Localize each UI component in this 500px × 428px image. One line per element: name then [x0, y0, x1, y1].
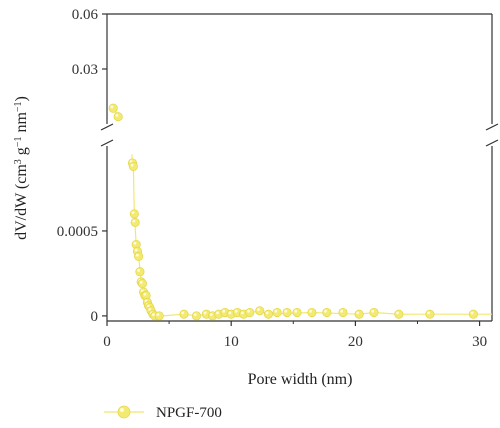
x-tick-label: 20	[348, 334, 363, 350]
data-point	[129, 209, 139, 219]
x-axis-label: Pore width (nm)	[248, 371, 353, 388]
data-point	[108, 103, 118, 113]
data-point	[263, 309, 274, 319]
legend-label: NPGF-700	[156, 405, 222, 421]
data-point	[468, 309, 478, 319]
y-axis-label: dV/dW (cm3 g−1 nm−1)	[13, 96, 31, 240]
data-point	[128, 161, 138, 171]
data-point	[135, 267, 145, 277]
data-point	[307, 307, 317, 318]
data-point	[282, 307, 292, 318]
y-tick-label: 0.0005	[57, 224, 98, 240]
data-point	[292, 307, 302, 318]
data-point	[425, 309, 435, 319]
data-point	[191, 311, 201, 321]
y-tick-label: 0.06	[72, 7, 99, 23]
series-line	[131, 154, 492, 317]
data-point	[130, 217, 140, 228]
data-point	[338, 307, 348, 318]
axis-break-right	[485, 123, 499, 147]
data-point	[154, 311, 164, 321]
data-point	[179, 309, 189, 319]
x-ticks: 0 10 20 30	[103, 321, 487, 350]
legend-marker	[117, 405, 131, 419]
axis-break-left	[100, 123, 114, 147]
data-point	[394, 309, 404, 319]
legend-marker-highlight	[120, 408, 124, 412]
data-point	[354, 309, 364, 319]
y-ticks: 0.03 0.06 0 0.0005	[57, 7, 107, 325]
legend: NPGF-700	[104, 405, 222, 421]
data-point	[322, 307, 332, 318]
axes	[100, 13, 499, 322]
x-tick-label: 10	[224, 334, 239, 350]
data-point	[255, 306, 265, 316]
data-point	[369, 307, 379, 318]
x-tick-label: 30	[472, 334, 487, 350]
data-point	[134, 251, 144, 261]
data-point	[137, 279, 147, 289]
x-tick-label: 0	[103, 334, 111, 350]
data-point	[245, 307, 255, 318]
data-point	[272, 307, 282, 318]
y-tick-label: 0.03	[72, 62, 98, 78]
series-npgf-700	[108, 103, 492, 321]
data-point	[141, 290, 151, 301]
data-point	[113, 112, 123, 122]
y-tick-label: 0	[91, 309, 99, 325]
data-point	[131, 239, 141, 250]
